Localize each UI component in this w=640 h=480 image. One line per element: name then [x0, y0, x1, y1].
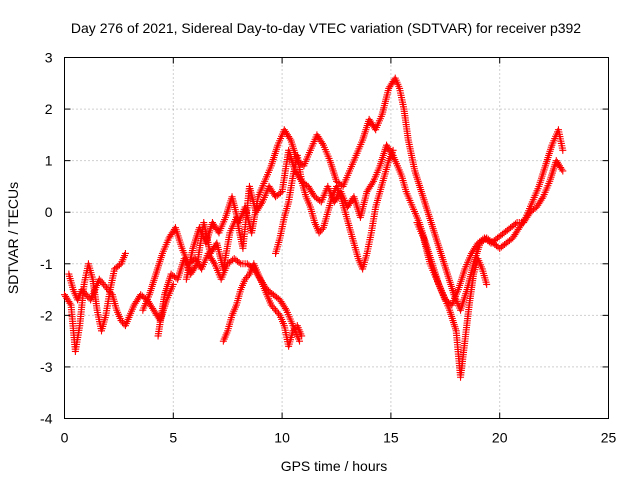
data-point-track-a	[66, 299, 74, 307]
data-point-track-e	[318, 139, 326, 147]
data-point-track-d	[276, 189, 284, 197]
data-point-track-b	[105, 287, 113, 295]
data-point-track-f	[389, 146, 397, 154]
y-tick-label: 2	[45, 101, 53, 117]
data-point-track-e	[286, 134, 294, 142]
data-point-track-f	[315, 229, 323, 237]
data-point-track-b	[107, 289, 115, 297]
y-tick-label: 1	[45, 153, 53, 169]
tick-layer	[64, 57, 609, 419]
data-point-track-g	[267, 301, 275, 309]
grid-layer	[64, 57, 609, 419]
data-point-track-g	[289, 327, 297, 335]
y-tick-label: 3	[45, 50, 53, 66]
data-point-track-d	[368, 179, 376, 187]
data-point-track-b	[98, 279, 106, 287]
data-point-track-b	[103, 284, 111, 292]
data-point-track-c	[296, 337, 304, 345]
x-tick-label: 0	[61, 430, 69, 446]
data-point-track-g	[241, 275, 249, 283]
chart-title: Day 276 of 2021, Sidereal Day-to-day VTE…	[71, 20, 581, 36]
data-point-track-c	[210, 258, 218, 266]
y-tick-label: -4	[40, 411, 53, 427]
data-point-track-h	[483, 280, 491, 288]
y-tick-label: 0	[45, 204, 53, 220]
y-tick-label: -1	[40, 256, 53, 272]
data-point-track-d	[538, 194, 546, 202]
data-point-track-d	[559, 167, 567, 175]
data-point-track-g	[269, 303, 277, 311]
x-tick-label: 25	[601, 430, 617, 446]
data-point-track-g	[243, 274, 251, 282]
data-point-track-c	[281, 304, 289, 312]
data-point-track-d	[192, 262, 200, 270]
data-point-track-e	[559, 146, 567, 154]
data-point-track-f	[318, 225, 326, 233]
data-point-track-b	[84, 292, 92, 300]
data-point-track-g	[270, 304, 278, 312]
x-tick-label: 15	[383, 430, 399, 446]
data-point-track-b	[95, 275, 103, 283]
data-point-track-b	[97, 277, 105, 285]
data-point-track-c	[235, 258, 243, 266]
data-point-track-b	[104, 286, 112, 294]
data-point-track-b	[81, 289, 89, 297]
data-point-track-a	[121, 249, 129, 257]
data-point-track-b	[119, 318, 127, 326]
data-point-track-b	[100, 280, 108, 288]
plot-frame	[64, 57, 609, 419]
x-tick-label: 20	[492, 430, 508, 446]
data-point-track-d	[558, 165, 566, 173]
data-points	[61, 74, 567, 381]
data-point-track-g	[274, 310, 282, 318]
y-axis-label: SDTVAR / TECUs	[5, 182, 21, 294]
data-point-track-g	[290, 325, 298, 333]
data-point-track-g	[298, 332, 306, 340]
data-point-track-g	[244, 272, 252, 280]
x-tick-label: 5	[169, 430, 177, 446]
x-axis-label: GPS time / hours	[281, 458, 388, 474]
data-point-track-g	[272, 306, 280, 314]
data-point-track-b	[101, 282, 109, 290]
data-point-track-g	[273, 308, 281, 316]
x-tick-label: 10	[274, 430, 290, 446]
data-point-track-e	[521, 215, 529, 223]
y-tick-labels: -4 -3 -2 -1 0 1 2 3	[40, 50, 53, 427]
data-point-track-d	[511, 220, 519, 228]
data-point-track-b	[78, 286, 86, 294]
data-point-track-f	[317, 227, 325, 235]
x-tick-labels: 0 5 10 15 20 25	[61, 430, 617, 446]
data-point-track-b	[79, 287, 87, 295]
y-tick-label: -2	[40, 307, 53, 323]
y-tick-label: -3	[40, 359, 53, 375]
data-point-track-b	[117, 317, 125, 325]
data-point-track-b	[82, 291, 90, 299]
